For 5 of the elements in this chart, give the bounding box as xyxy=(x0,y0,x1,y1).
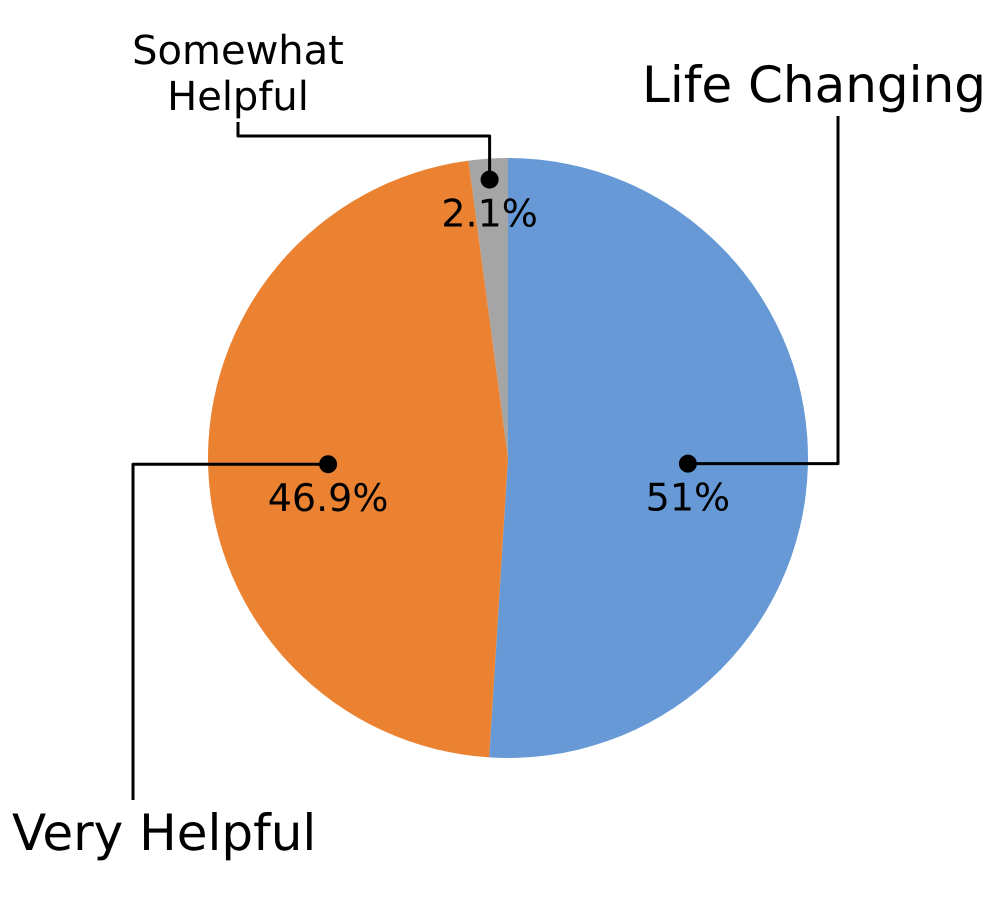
slice-label: Life Changing xyxy=(642,56,986,114)
slice-label: Very Helpful xyxy=(12,804,316,862)
slice-label: Somewhat Helpful xyxy=(132,28,344,120)
data-label: 51% xyxy=(646,476,730,520)
data-label: 46.9% xyxy=(268,476,388,520)
